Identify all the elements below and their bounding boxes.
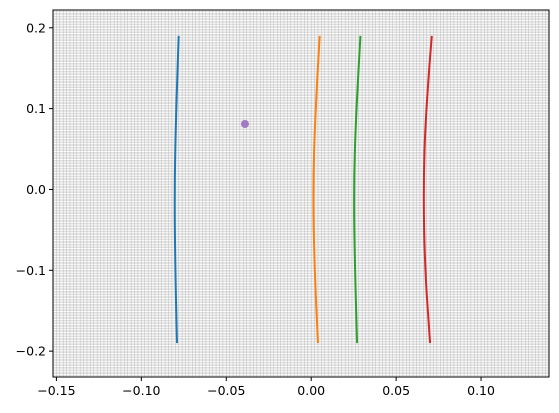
plot-area — [173, 35, 433, 344]
x-tick-label: 0.10 — [467, 383, 495, 398]
y-tick-label: 0.2 — [26, 20, 46, 35]
minor-grid — [52, 9, 550, 378]
series-line-1 — [173, 35, 180, 344]
series-line-2 — [312, 35, 321, 344]
series-line-3 — [353, 35, 362, 344]
x-tick-label: 0.00 — [297, 383, 325, 398]
x-tick-label: −0.15 — [37, 383, 75, 398]
x-tick-label: −0.10 — [122, 383, 160, 398]
y-tick-label: −0.2 — [16, 344, 46, 359]
scatter-point — [240, 119, 249, 128]
y-tick-label: 0.1 — [26, 101, 46, 116]
axes-frame — [52, 9, 550, 378]
x-axis: −0.15 −0.10 −0.05 0.00 0.05 0.10 — [37, 377, 495, 398]
y-axis: −0.2 −0.1 0.0 0.1 0.2 — [16, 20, 53, 359]
y-tick-label: −0.1 — [16, 263, 46, 278]
series-line-4 — [422, 35, 433, 344]
y-tick-label: 0.0 — [26, 182, 46, 197]
x-tick-label: 0.05 — [382, 383, 410, 398]
x-tick-label: −0.05 — [207, 383, 245, 398]
